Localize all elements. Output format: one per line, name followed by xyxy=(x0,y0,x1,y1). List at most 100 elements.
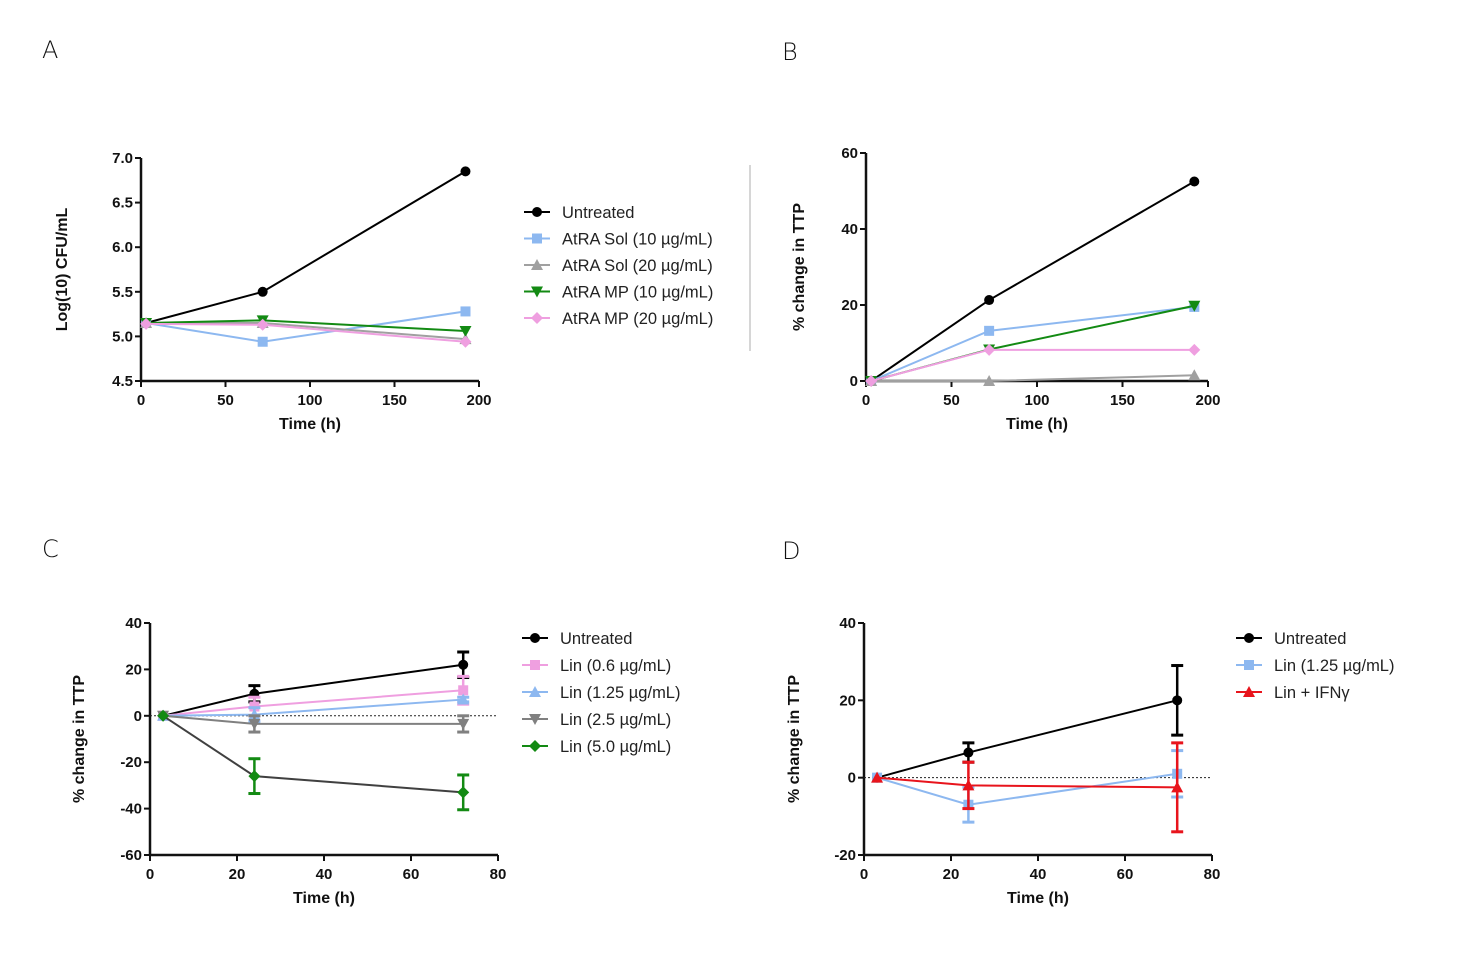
x-tick-label: 50 xyxy=(217,392,234,409)
legend-item: Lin (2.5 µg/mL) xyxy=(522,711,671,729)
legend-swatch-marker xyxy=(1243,686,1255,697)
legend-swatch-marker xyxy=(531,286,543,298)
y-axis-title: % change in TTP xyxy=(791,203,808,331)
data-point xyxy=(1171,781,1184,793)
y-tick-label: 6.0 xyxy=(112,239,133,256)
legend-swatch-marker xyxy=(529,686,541,697)
data-point xyxy=(1188,300,1201,312)
legend-label: Untreated xyxy=(562,204,634,222)
legend-item: AtRA Sol (10 µg/mL) xyxy=(524,231,713,249)
panel-label-c: C xyxy=(42,535,59,563)
panel-label-a: A xyxy=(42,36,59,64)
series-line xyxy=(870,305,1195,382)
legend-swatch-marker xyxy=(530,660,540,670)
series-2 xyxy=(865,369,1201,386)
y-tick-label: 5.5 xyxy=(112,284,133,301)
legend-label: Lin (2.5 µg/mL) xyxy=(560,711,671,729)
legend-item: Lin (1.25 µg/mL) xyxy=(1236,657,1394,675)
data-point xyxy=(140,317,153,330)
data-point xyxy=(1188,343,1201,356)
x-tick-label: 0 xyxy=(862,392,870,409)
legend: Untreated Lin (0.6 µg/mL) Lin (1.25 µg/mL)… xyxy=(522,630,680,756)
legend-item: AtRA MP (10 µg/mL) xyxy=(524,284,713,302)
x-tick-label: 40 xyxy=(1030,866,1047,883)
legend-item: Lin + IFNγ xyxy=(1236,684,1350,702)
data-point xyxy=(459,326,472,338)
legend-label: Lin (0.6 µg/mL) xyxy=(560,657,671,675)
data-point xyxy=(157,709,170,722)
x-tick-label: 200 xyxy=(466,392,491,409)
legend-item: Untreated xyxy=(522,630,632,648)
y-tick-label: 5.0 xyxy=(112,328,133,345)
x-tick-label: 80 xyxy=(490,866,507,883)
data-point xyxy=(1172,695,1183,706)
legend-swatch-marker xyxy=(532,233,542,244)
data-point xyxy=(984,295,995,306)
legend-label: Lin + IFNγ xyxy=(1274,684,1350,702)
series-1 xyxy=(158,674,470,721)
series-4 xyxy=(865,343,1201,387)
chart-panel-c: -60 -40 -20 0 20 40 0 20 40 60 80 Time (h) % change … xyxy=(71,615,680,907)
legend-swatch-marker xyxy=(1244,660,1254,670)
y-tick-label: -20 xyxy=(834,847,856,864)
series-line xyxy=(876,699,1178,779)
legend-item: Untreated xyxy=(1236,630,1346,648)
series-line xyxy=(145,170,466,324)
y-axis-title: % change in TTP xyxy=(786,675,803,803)
panel-label-d: D xyxy=(782,537,801,565)
legend-label: AtRA Sol (20 µg/mL) xyxy=(562,257,713,275)
legend-swatch-marker xyxy=(1244,633,1254,643)
legend-swatch-marker xyxy=(529,714,541,725)
legend-swatch-marker xyxy=(532,207,542,217)
y-tick-label: 40 xyxy=(125,615,142,632)
legend-label: AtRA MP (10 µg/mL) xyxy=(562,284,713,302)
data-point xyxy=(458,685,469,696)
data-point xyxy=(460,306,471,317)
y-axis-title: % change in TTP xyxy=(71,675,88,803)
data-point xyxy=(457,693,470,705)
series-line xyxy=(162,714,464,794)
x-tick-label: 150 xyxy=(1110,392,1135,409)
chart-panel-b: 0 20 40 60 0 50 100 150 200 Time (h) % change in T… xyxy=(791,145,1221,433)
y-tick-label: 60 xyxy=(841,145,858,162)
data-point xyxy=(984,325,995,336)
series-line xyxy=(162,663,464,717)
legend-item: AtRA MP (20 µg/mL) xyxy=(524,310,713,328)
y-tick-label: 20 xyxy=(839,692,856,709)
x-tick-label: 150 xyxy=(382,392,407,409)
x-tick-label: 50 xyxy=(943,392,960,409)
chart-panel-a: 4.5 5.0 5.5 6.0 6.5 7.0 0 50 100 150 200 Time (h) Lo… xyxy=(54,150,713,433)
y-tick-label: 6.5 xyxy=(112,195,133,212)
x-tick-label: 80 xyxy=(1204,866,1221,883)
y-tick-label: -60 xyxy=(120,847,142,864)
x-tick-label: 100 xyxy=(297,392,322,409)
y-tick-label: 20 xyxy=(125,661,142,678)
series-line xyxy=(162,714,464,725)
series-2 xyxy=(871,741,1184,834)
y-tick-label: -40 xyxy=(120,801,142,818)
x-axis-title: Time (h) xyxy=(279,416,341,433)
y-tick-label: 0 xyxy=(848,770,856,787)
x-tick-label: 20 xyxy=(229,866,246,883)
data-point xyxy=(459,335,472,348)
data-point xyxy=(457,718,470,730)
x-tick-label: 100 xyxy=(1024,392,1049,409)
series-0 xyxy=(866,176,1200,386)
data-point xyxy=(871,771,884,783)
data-point xyxy=(963,747,974,758)
x-tick-label: 60 xyxy=(1117,866,1134,883)
series-0 xyxy=(141,166,471,329)
legend-label: AtRA Sol (10 µg/mL) xyxy=(562,231,713,249)
legend-swatch-marker xyxy=(531,259,543,270)
y-tick-label: 40 xyxy=(841,221,858,238)
data-point xyxy=(248,718,261,730)
series-4 xyxy=(157,709,470,812)
data-point xyxy=(460,166,471,177)
data-point xyxy=(983,343,996,356)
legend-label: Lin (5.0 µg/mL) xyxy=(560,738,671,756)
series-4 xyxy=(140,317,472,348)
x-tick-label: 0 xyxy=(137,392,145,409)
legend: Untreated AtRA Sol (10 µg/mL) AtRA Sol (20… xyxy=(524,204,713,328)
